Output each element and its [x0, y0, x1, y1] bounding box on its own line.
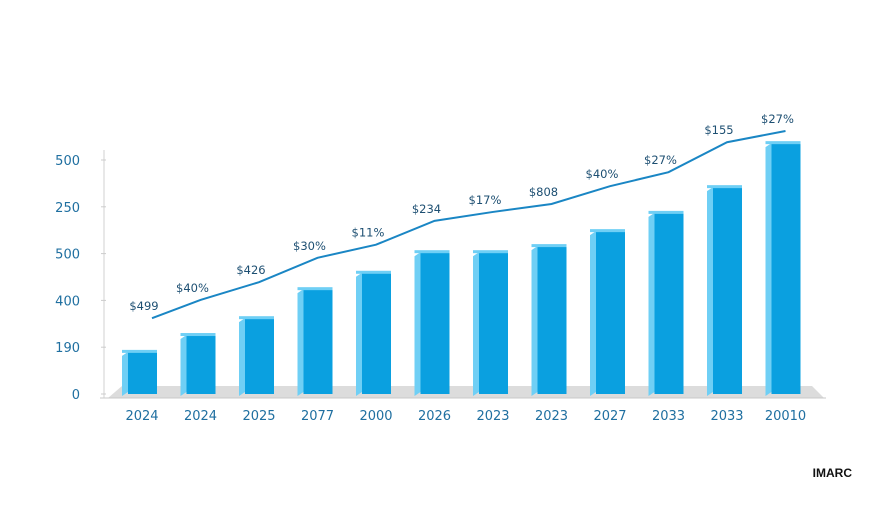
bar-side	[297, 289, 304, 396]
bar	[654, 212, 684, 394]
bar-top	[356, 270, 391, 274]
bar-side	[648, 212, 655, 396]
bar-top	[707, 185, 742, 189]
x-tick-label: 2023	[535, 409, 568, 424]
x-tick-label: 20010	[765, 409, 806, 424]
data-label: $499	[129, 299, 158, 313]
data-label: $234	[412, 202, 441, 216]
x-tick-label: 2024	[125, 409, 158, 424]
chart-floor	[108, 386, 824, 398]
bar-top	[414, 250, 450, 254]
bar	[537, 246, 567, 394]
data-label: $155	[704, 123, 733, 137]
bar-top	[297, 287, 333, 291]
y-tick-label: 400	[55, 294, 80, 309]
data-label: $11%	[352, 226, 385, 240]
x-tick-label: 2023	[476, 409, 509, 424]
y-tick-label: 0	[72, 388, 80, 403]
bar	[596, 231, 625, 394]
y-tick-label: 250	[55, 201, 80, 216]
x-tick-label: 2077	[301, 409, 334, 424]
bar-top	[239, 316, 274, 320]
data-label: $808	[529, 185, 558, 199]
y-tick-label: 500	[55, 154, 80, 169]
bar-top	[648, 210, 684, 214]
x-tick-label: 2033	[710, 409, 743, 424]
bar	[713, 187, 742, 394]
bar-top	[122, 349, 157, 353]
data-label: $27%	[761, 112, 794, 126]
bar-side	[414, 252, 421, 396]
bar	[479, 252, 508, 394]
bar-side	[356, 272, 362, 396]
bar-side	[239, 318, 245, 396]
x-tick-label: 2026	[418, 409, 451, 424]
bar-top	[590, 229, 625, 233]
data-label: $30%	[293, 239, 326, 253]
bar-side	[122, 351, 128, 396]
data-label: $40%	[586, 167, 619, 181]
bar-top	[765, 141, 801, 145]
y-tick-label: 190	[55, 341, 80, 356]
bar-top	[473, 250, 508, 254]
x-tick-label: 2033	[652, 409, 685, 424]
data-label: $40%	[176, 281, 209, 295]
bar	[245, 318, 274, 394]
bar-side	[180, 335, 187, 396]
bar-top	[531, 244, 567, 248]
data-label: $426	[236, 263, 265, 277]
bar-side	[590, 231, 596, 396]
bar	[186, 335, 216, 394]
bar	[771, 143, 801, 394]
trend-line	[151, 130, 786, 320]
bar-side	[765, 143, 772, 396]
data-label: $17%	[469, 193, 502, 207]
x-tick-label: 2024	[184, 409, 217, 424]
imarc-logo: IMARC	[812, 466, 852, 480]
bar	[362, 272, 391, 394]
data-label: $27%	[644, 153, 677, 167]
bar	[303, 289, 333, 394]
x-tick-label: 2025	[242, 409, 275, 424]
bar	[420, 252, 450, 394]
bar-side	[473, 252, 479, 396]
x-tick-label: 2027	[593, 409, 626, 424]
bar-top	[180, 333, 216, 337]
x-tick-label: 2000	[359, 409, 392, 424]
bar-side	[707, 187, 713, 396]
bar-side	[531, 246, 538, 396]
y-tick-label: 500	[55, 248, 80, 263]
bar	[128, 351, 157, 394]
